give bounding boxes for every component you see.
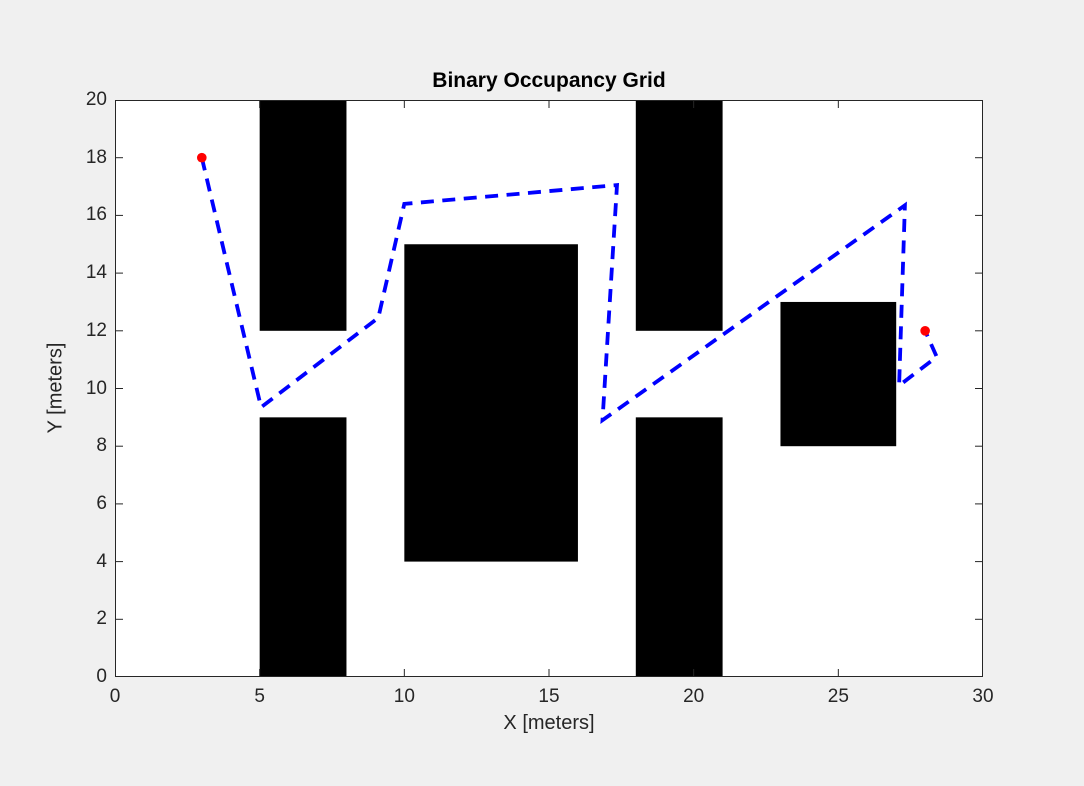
x-tick-label: 30 (972, 686, 994, 707)
y-tick-label: 4 (96, 550, 107, 572)
x-tick-label: 10 (393, 686, 415, 707)
y-tick-label: 0 (96, 666, 107, 687)
x-tick-label: 0 (109, 686, 121, 707)
obstacle-rect (259, 100, 347, 331)
y-tick-label: 16 (85, 204, 107, 226)
obstacle-rect (259, 417, 347, 677)
planned-path (199, 157, 940, 425)
obstacle-rect (780, 301, 897, 447)
goal-marker (920, 326, 930, 336)
start-marker (197, 152, 207, 163)
y-tick-label: 12 (85, 319, 107, 341)
plot-area (115, 100, 983, 677)
y-tick-label: 10 (85, 377, 107, 399)
y-tick-label: 14 (85, 262, 107, 284)
x-tick-label: 20 (683, 686, 705, 707)
y-tick-label: 6 (96, 492, 107, 514)
obstacle-rect (635, 100, 723, 331)
x-axis-label: X [meters] (503, 712, 595, 734)
x-tick-label: 15 (538, 686, 560, 707)
occupancy-grid-plot (115, 100, 983, 677)
y-tick-label: 2 (96, 608, 107, 630)
y-tick-label: 18 (85, 146, 107, 168)
x-tick-label: 5 (254, 686, 265, 707)
obstacle-rect (635, 417, 723, 677)
chart-title: Binary Occupancy Grid (432, 69, 666, 92)
x-tick-label: 25 (827, 686, 849, 707)
y-tick-label: 20 (85, 89, 107, 110)
obstacle-rect (404, 244, 578, 562)
axes-box (115, 100, 983, 677)
y-tick-label: 8 (96, 435, 107, 457)
